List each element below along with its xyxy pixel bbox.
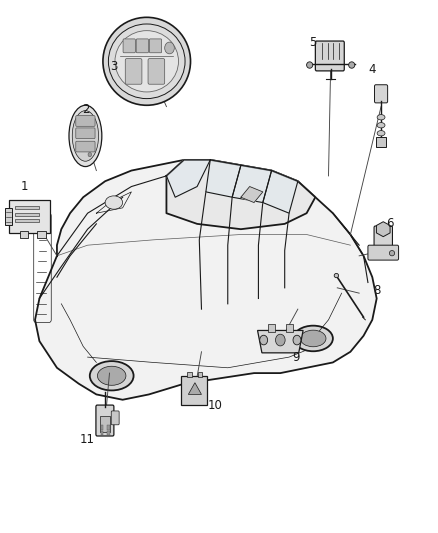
Ellipse shape <box>334 273 339 278</box>
Bar <box>286 324 293 332</box>
Ellipse shape <box>72 111 99 161</box>
FancyBboxPatch shape <box>149 39 162 53</box>
Ellipse shape <box>97 366 126 385</box>
FancyBboxPatch shape <box>111 411 119 425</box>
Ellipse shape <box>349 62 355 68</box>
Ellipse shape <box>109 24 185 99</box>
FancyBboxPatch shape <box>76 116 95 126</box>
Text: 1: 1 <box>20 180 28 193</box>
Ellipse shape <box>103 17 191 106</box>
Text: 8: 8 <box>373 284 380 297</box>
Ellipse shape <box>260 335 268 345</box>
Ellipse shape <box>389 251 395 256</box>
Bar <box>15 219 39 222</box>
Polygon shape <box>263 171 298 213</box>
FancyBboxPatch shape <box>76 141 95 152</box>
Polygon shape <box>376 222 390 237</box>
Text: 10: 10 <box>207 399 222 411</box>
Polygon shape <box>35 160 377 400</box>
Bar <box>187 372 192 377</box>
Ellipse shape <box>88 152 92 157</box>
FancyBboxPatch shape <box>148 59 165 84</box>
Polygon shape <box>188 383 201 394</box>
Text: 6: 6 <box>386 217 394 230</box>
Bar <box>101 431 103 435</box>
Ellipse shape <box>377 115 385 120</box>
FancyBboxPatch shape <box>76 128 95 139</box>
Ellipse shape <box>165 42 174 54</box>
Bar <box>20 231 28 238</box>
FancyBboxPatch shape <box>315 41 344 71</box>
Ellipse shape <box>300 330 326 347</box>
FancyBboxPatch shape <box>368 245 399 260</box>
Ellipse shape <box>293 326 333 351</box>
FancyBboxPatch shape <box>125 59 142 84</box>
Bar <box>100 416 110 432</box>
Ellipse shape <box>377 131 385 136</box>
Polygon shape <box>241 187 263 203</box>
FancyBboxPatch shape <box>374 226 392 249</box>
Text: 11: 11 <box>80 433 95 446</box>
FancyBboxPatch shape <box>136 39 148 53</box>
Bar <box>15 206 39 209</box>
Ellipse shape <box>307 62 313 68</box>
Text: 9: 9 <box>292 351 300 364</box>
FancyBboxPatch shape <box>9 200 50 233</box>
Text: 4: 4 <box>368 63 376 76</box>
Text: 3: 3 <box>110 60 117 73</box>
Polygon shape <box>206 160 241 197</box>
Ellipse shape <box>293 335 301 345</box>
Ellipse shape <box>276 334 285 346</box>
Polygon shape <box>232 165 272 203</box>
Bar <box>268 324 275 332</box>
Bar <box>198 372 202 377</box>
Text: 2: 2 <box>81 103 89 116</box>
Bar <box>107 431 110 435</box>
Bar <box>37 231 46 238</box>
Text: 5: 5 <box>310 36 317 49</box>
Polygon shape <box>258 330 303 353</box>
FancyBboxPatch shape <box>96 405 114 436</box>
Ellipse shape <box>90 361 134 390</box>
Bar <box>376 137 386 147</box>
FancyBboxPatch shape <box>374 85 388 103</box>
Ellipse shape <box>105 196 123 209</box>
Bar <box>15 213 39 216</box>
FancyBboxPatch shape <box>181 376 207 405</box>
Ellipse shape <box>377 123 385 128</box>
Polygon shape <box>166 160 315 229</box>
FancyBboxPatch shape <box>123 39 135 53</box>
Bar <box>101 425 103 430</box>
Bar <box>5 208 12 225</box>
Ellipse shape <box>69 106 102 166</box>
Ellipse shape <box>115 31 179 92</box>
Bar <box>107 425 110 430</box>
Polygon shape <box>166 160 210 197</box>
